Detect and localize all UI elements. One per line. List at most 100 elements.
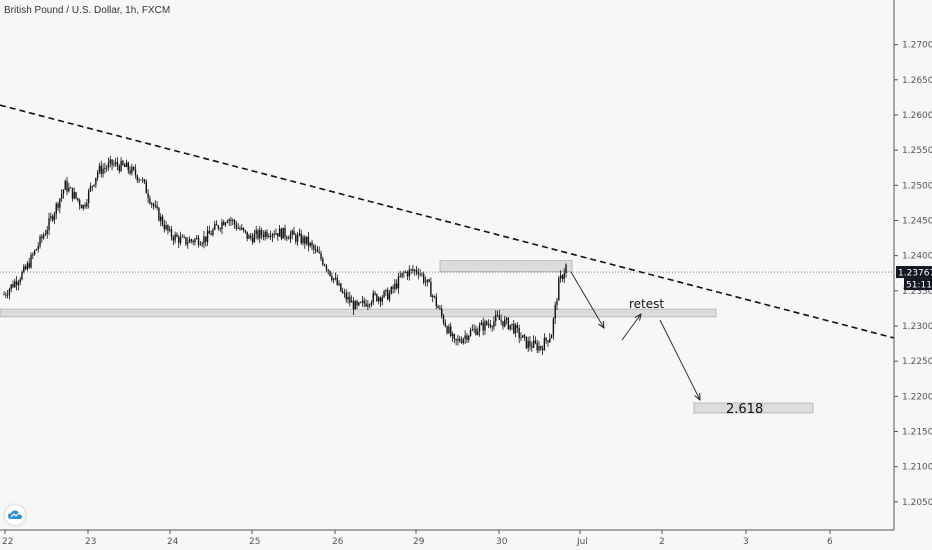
arrow-down-to-target[interactable] [659,319,700,400]
candle-body [160,216,162,221]
y-tick-label: 1.25000 [902,181,932,191]
candle-body [280,228,283,239]
candle-body [226,221,229,223]
candle-body [53,213,56,221]
candle-body [347,296,349,300]
candle-body [505,318,508,320]
candle-body [433,295,436,297]
candle-body [102,168,104,174]
candle-body [244,230,247,232]
candle-body [421,273,423,275]
candle-body [334,277,337,279]
candle-body [552,318,555,336]
candle-body [271,234,274,237]
y-tick-label: 1.27000 [902,41,932,51]
candle-body [68,187,70,192]
candle-body [426,279,429,282]
candle-body [376,294,378,302]
candle-body [262,234,265,238]
candle-body [554,304,556,319]
candle-body [107,162,110,168]
x-tick-label: 24 [167,537,179,547]
candle-body [87,190,90,204]
candle-body [69,187,72,189]
candle-body [289,234,292,240]
candle-body [143,179,146,182]
candle-body [343,292,346,294]
resistance-zone [439,260,573,273]
candle-body [109,159,111,163]
candle-body [26,263,29,270]
candle-body [509,325,511,330]
candle-body [239,227,241,230]
candle-body [484,321,486,331]
candle-body [277,233,279,237]
tradingview-logo[interactable] [5,505,25,525]
candle-body [385,289,387,292]
candle-body [120,160,122,172]
candle-body [152,203,155,207]
candle-body [212,229,214,235]
x-tick-label: 6 [827,537,833,547]
candle-body [30,254,32,268]
candle-body [125,162,128,167]
candle-body [358,302,360,306]
candle-body [41,236,43,239]
candle-body [140,179,142,181]
candle-body [446,326,448,334]
candle-body [487,324,490,326]
candle-body [507,318,510,330]
descending-trendline[interactable] [0,104,895,339]
candle-body [174,234,176,241]
y-tick-label: 1.26000 [902,111,932,121]
drawing-layer: retest 2.618 [0,104,895,417]
current-price-label: 1.23767 [898,269,932,279]
candle-body [199,244,202,246]
candle-body [203,236,205,244]
candle-body [210,233,212,235]
candle-body [367,304,369,307]
candle-body [372,292,374,303]
candle-body [439,307,441,309]
candle-body [410,269,412,271]
candle-body [116,162,119,167]
candle-body [500,319,502,322]
x-tick-label: 29 [413,537,425,547]
candle-body [62,189,65,195]
candle-body [394,283,396,289]
candle-body [33,250,36,255]
countdown-badge [904,278,932,291]
candle-body [260,229,263,235]
candle-body [340,283,342,292]
candle-body [563,273,565,280]
arrow-up-retest[interactable] [621,314,641,341]
candle-body [514,325,517,334]
chart-title: British Pound / U.S. Dollar, 1h, FXCM [4,5,171,16]
candle-body [386,289,389,300]
candle-body [327,269,329,271]
x-tick-label: 25 [249,537,260,547]
candle-body [284,227,286,237]
candle-body [313,245,315,250]
candle-body [464,335,466,339]
candle-body [165,225,167,230]
y-tick-label: 1.23000 [902,322,932,332]
candle-body [187,242,189,245]
candle-body [444,322,447,327]
zone-layer [0,260,894,414]
candle-body [296,235,299,242]
candle-body [314,249,317,251]
candle-body [167,225,169,231]
candle-body [320,253,322,259]
candle-body [201,243,203,245]
candle-body [235,224,238,229]
candle-body [246,231,248,239]
candle-body [178,236,180,243]
arrow-down-to-support[interactable] [570,271,604,328]
candle-body [453,334,456,339]
candle-body [518,327,520,338]
candle-body [356,301,358,306]
y-tick-label: 1.21500 [902,428,932,438]
candle-body [332,278,335,280]
